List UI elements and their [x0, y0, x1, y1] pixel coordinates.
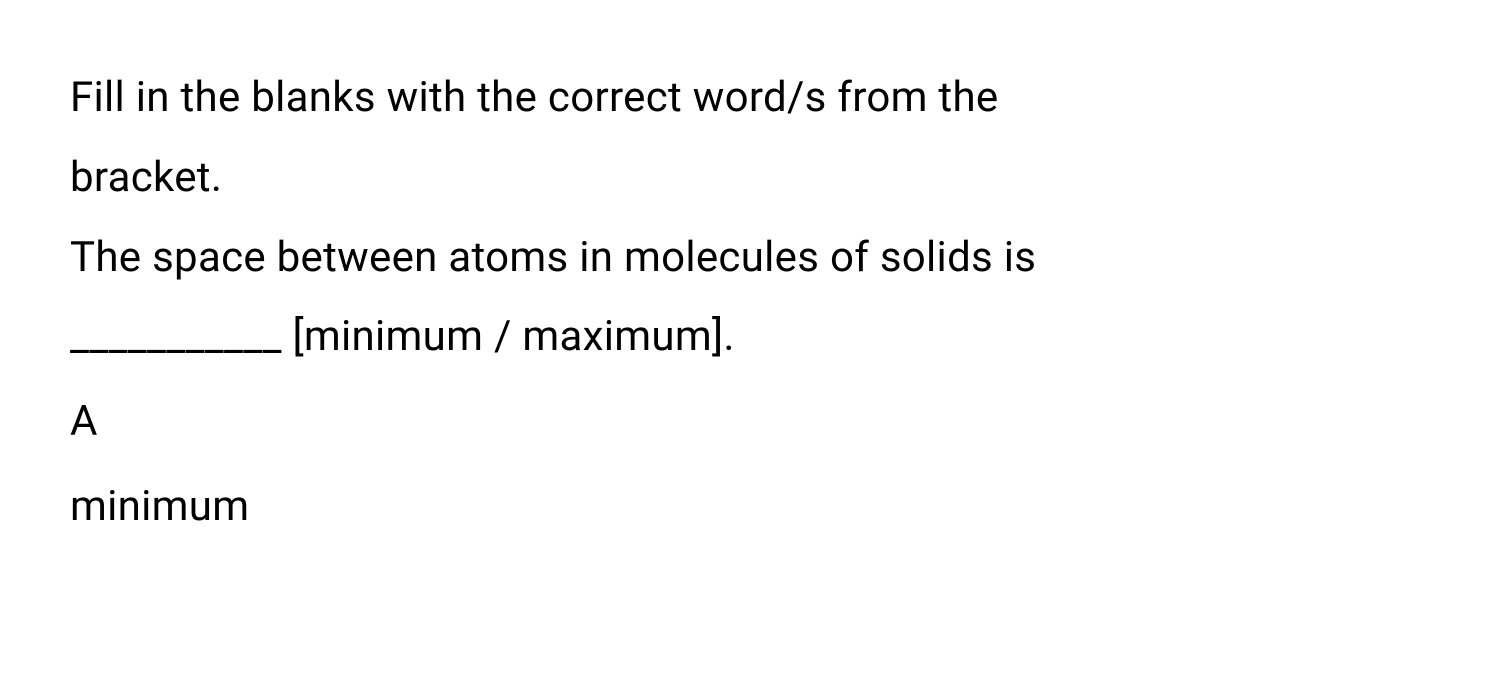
instruction-line-2: bracket.	[70, 138, 1430, 218]
answer-option-label: A	[70, 382, 1430, 462]
instruction-line-1: Fill in the blanks with the correct word…	[70, 58, 1430, 138]
answer-option-text: minimum	[70, 467, 1430, 547]
statement-line-2: ___________ [minimum / maximum].	[70, 297, 1430, 377]
question-block: Fill in the blanks with the correct word…	[70, 58, 1430, 547]
statement-line-1: The space between atoms in molecules of …	[70, 218, 1430, 298]
